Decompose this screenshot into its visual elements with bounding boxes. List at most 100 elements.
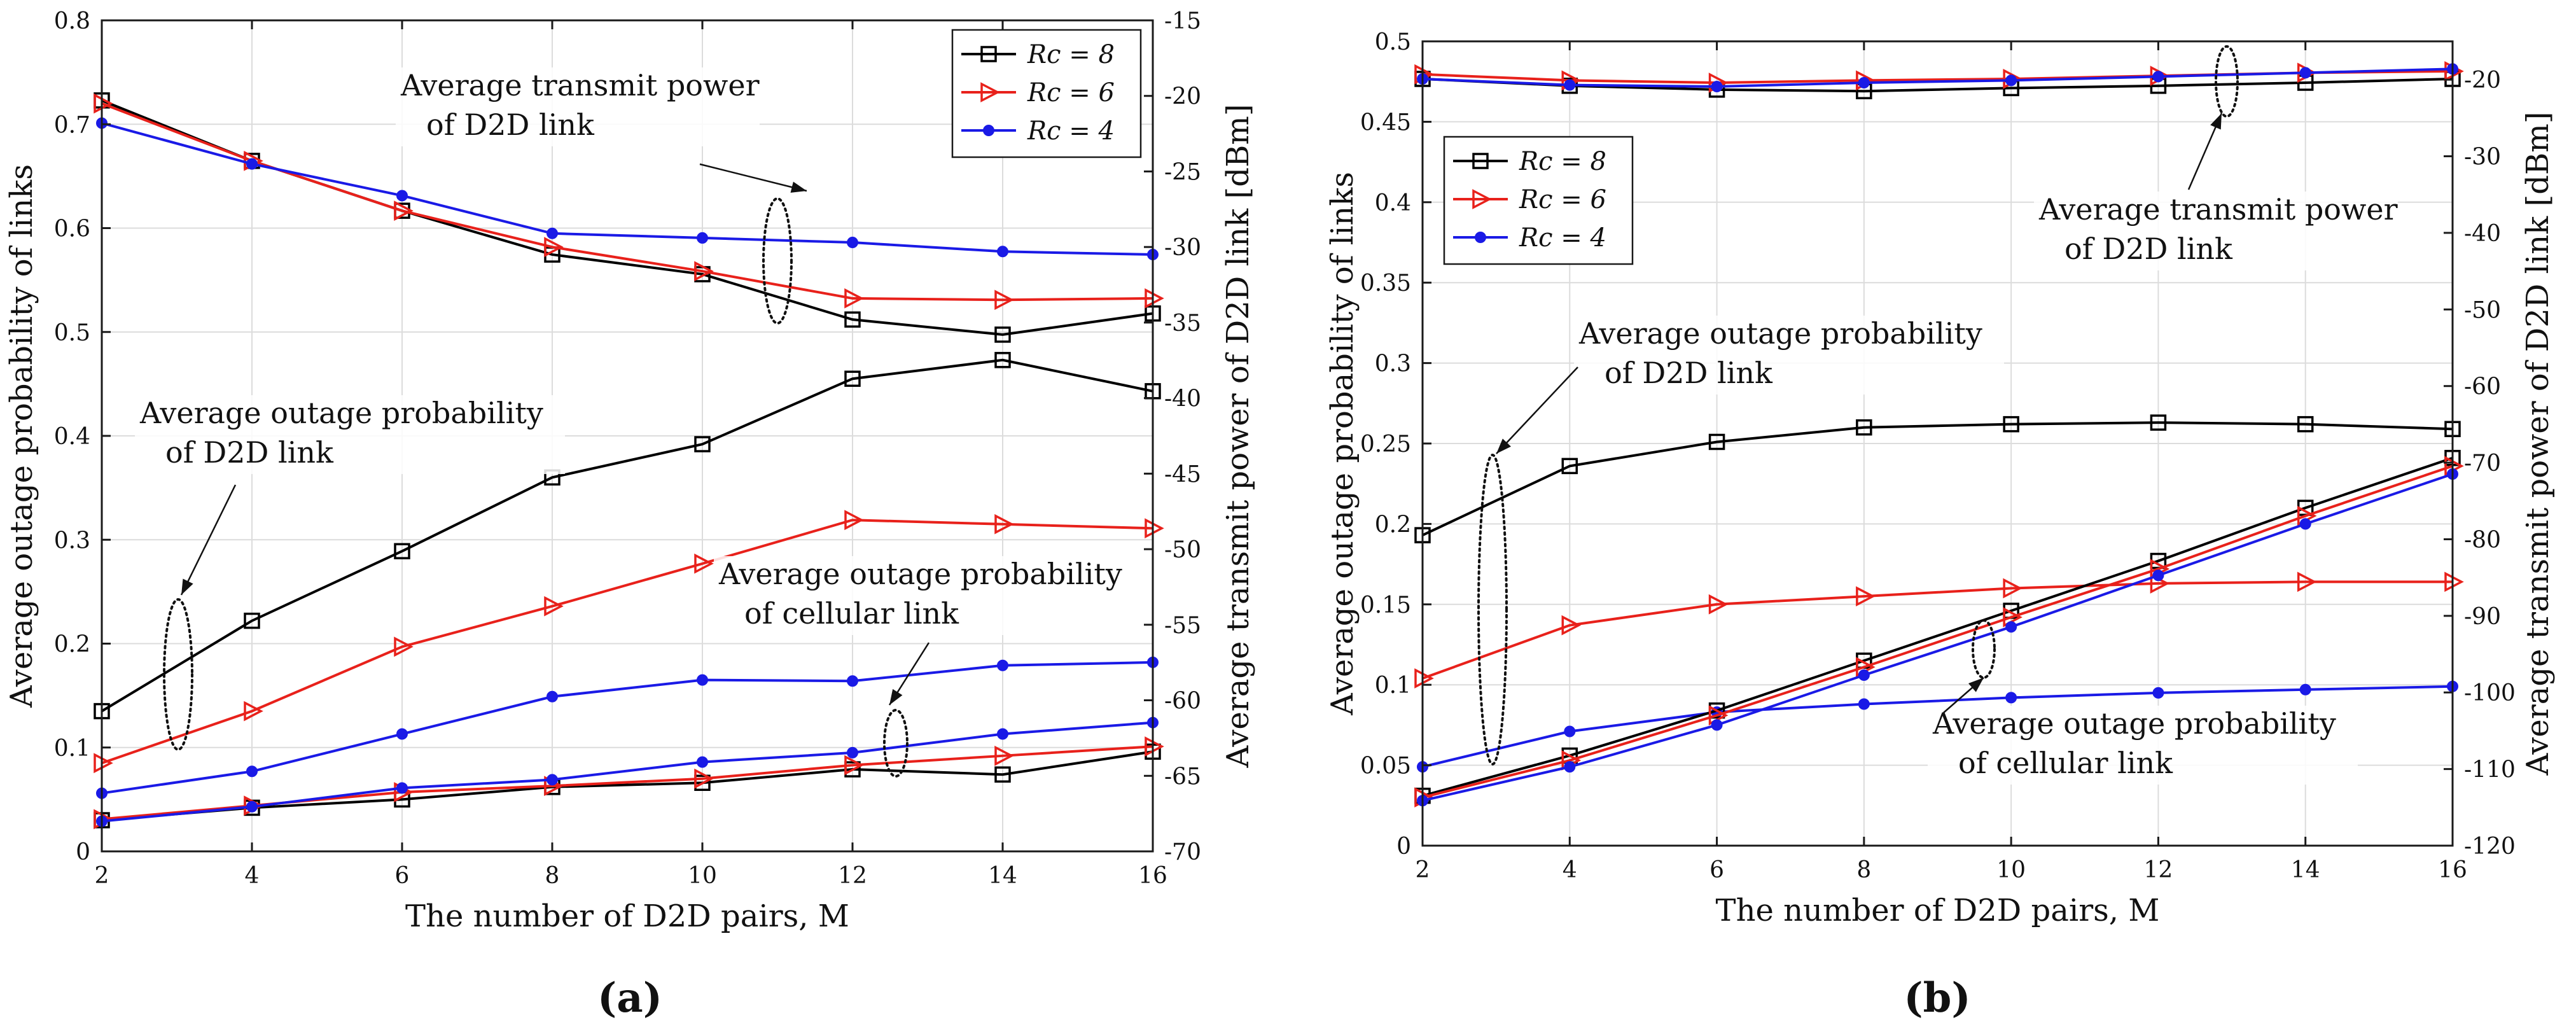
legend-label: Rc = 8 <box>1519 147 1606 176</box>
data-point <box>994 514 1014 534</box>
x-tick-label: 2 <box>95 863 109 889</box>
y2-tick-label: -25 <box>1164 159 1201 185</box>
legend-label: Rc = 4 <box>1519 223 1606 253</box>
data-point <box>697 232 708 244</box>
annotation-ellipse <box>762 197 793 325</box>
data-point <box>694 553 714 574</box>
x-tick-label: 16 <box>2438 857 2467 883</box>
annotation: Average outage probability of D2D link <box>135 395 565 751</box>
annotation: Average transmit power of D2D link <box>2034 45 2398 270</box>
data-point <box>1708 594 1729 615</box>
series-cell_outage-rc4 <box>1417 468 2458 807</box>
data-point <box>994 290 1014 311</box>
data-point <box>396 728 408 740</box>
data-point <box>694 768 714 789</box>
y-tick-label: 0.3 <box>54 527 90 554</box>
annotation-line-2: of D2D link <box>1605 356 1773 390</box>
y2-tick-label: -120 <box>2464 834 2516 860</box>
series-line <box>1422 67 2453 88</box>
annotation: Average outage probability of cellular li… <box>1928 619 2358 785</box>
x-tick-label: 6 <box>1709 857 1724 883</box>
data-point <box>1858 77 1870 89</box>
data-point <box>1561 615 1582 636</box>
x-tick-label: 4 <box>1563 857 1577 883</box>
x-tick-label: 16 <box>1138 863 1167 889</box>
x-tick-label: 8 <box>545 863 560 889</box>
y2-axis-label: Average transmit power of D2D link [dBm] <box>1220 104 1256 769</box>
annotation-line-2: of D2D link <box>2064 232 2233 266</box>
y2-tick-label: -30 <box>2464 144 2501 171</box>
data-point <box>244 612 260 629</box>
data-point <box>2152 71 2164 83</box>
data-point <box>2005 621 2017 633</box>
y-tick-label: 0.1 <box>1375 673 1411 699</box>
y2-tick-label: -60 <box>1164 688 1201 715</box>
data-point <box>1708 433 1725 451</box>
x-tick-label: 12 <box>2144 857 2173 883</box>
data-point <box>844 311 861 328</box>
y2-tick-label: -50 <box>2464 297 2501 323</box>
data-point <box>2152 569 2164 582</box>
annotation-arrow <box>699 163 807 192</box>
data-point <box>544 237 564 258</box>
data-point <box>2152 687 2164 699</box>
data-point <box>1564 79 1576 91</box>
annotation-bg <box>1574 316 2004 395</box>
y-tick-label: 0 <box>76 839 90 865</box>
y2-tick-label: -55 <box>1164 613 1201 639</box>
series-line <box>1422 473 2453 802</box>
data-point <box>1858 669 1870 681</box>
x-tick-label: 2 <box>1416 857 1430 883</box>
panel-label: (b) <box>1904 974 1970 1022</box>
legend-label: Rc = 6 <box>1027 78 1115 108</box>
annotation-arrowhead <box>2210 113 2222 130</box>
data-point <box>997 246 1008 258</box>
y2-axis-label: Average transmit power of D2D link [dBm] <box>2520 112 2556 776</box>
annotation-bg <box>1928 706 2358 785</box>
series-line <box>1422 685 2453 769</box>
y2-tick-label: -70 <box>2464 451 2501 477</box>
series-line <box>1422 580 2453 680</box>
annotation-bg <box>135 395 565 474</box>
data-point <box>997 728 1008 740</box>
legend-entry: Rc = 4 <box>1453 223 1606 253</box>
annotation: Average transmit power of D2D link <box>396 67 807 325</box>
annotation-bg <box>714 556 1144 635</box>
annotation-arrowhead <box>181 578 193 595</box>
y2-tick-label: -45 <box>1164 461 1201 487</box>
data-point <box>1856 586 1876 607</box>
y2-tick-label: -110 <box>2464 757 2516 783</box>
annotation-arrowhead <box>1968 678 1984 692</box>
y-tick-label: 0.5 <box>1375 29 1411 55</box>
x-tick-label: 10 <box>1996 857 2026 883</box>
data-point <box>694 261 714 282</box>
y-tick-label: 0.2 <box>54 632 90 658</box>
x-axis-label: The number of D2D pairs, M <box>405 898 849 934</box>
x-tick-label: 8 <box>1856 857 1871 883</box>
series-d2d_outage-rc4 <box>1417 680 2458 773</box>
annotation-arrow <box>1496 367 1578 454</box>
annotation-arrow <box>180 484 237 596</box>
data-point <box>997 659 1008 671</box>
annotation-line-1: Average outage probability <box>1932 706 2336 741</box>
y2-tick-label: -15 <box>1164 8 1201 34</box>
data-point <box>2005 692 2017 704</box>
x-tick-label: 14 <box>988 863 1017 889</box>
annotation-ellipse <box>883 709 909 778</box>
data-point <box>847 675 858 687</box>
series-line <box>1422 465 2453 799</box>
annotation-bg <box>396 67 760 146</box>
legend-entry: Rc = 6 <box>1453 185 1606 214</box>
data-point <box>394 543 410 559</box>
y2-tick-label: -40 <box>1164 386 1201 412</box>
annotation-line-1: Average outage probability <box>1578 316 1982 351</box>
annotation-ellipse <box>2215 45 2239 118</box>
y-tick-label: 0.7 <box>54 112 90 138</box>
annotation: Average outage probability of D2D link <box>1477 316 2004 765</box>
x-tick-label: 6 <box>395 863 410 889</box>
y-tick-label: 0.35 <box>1360 270 1411 297</box>
data-point <box>1856 419 1872 436</box>
panel-label: (a) <box>597 974 662 1022</box>
annotation-ellipse <box>1972 619 1996 679</box>
y2-tick-label: -35 <box>1164 311 1201 337</box>
